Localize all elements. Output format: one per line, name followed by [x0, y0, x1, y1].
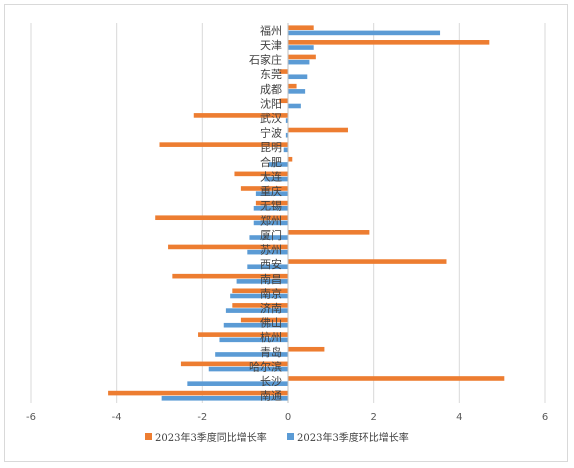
bar-qoq-1 [288, 45, 314, 50]
bar-qoq-25 [161, 395, 288, 401]
category-label-13: 郑州 [260, 213, 282, 227]
bar-yoy-0 [288, 25, 314, 31]
bar-yoy-17 [172, 273, 288, 279]
category-label-25: 南通 [260, 390, 282, 403]
category-label-20: 佛山 [260, 317, 282, 330]
category-label-6: 武汉 [260, 112, 282, 125]
bar-qoq-19 [225, 308, 288, 313]
bar-yoy-23 [180, 361, 288, 367]
category-label-14: 厦门 [260, 228, 282, 242]
bar-qoq-13 [253, 220, 288, 226]
x-tick-label-5: 4 [456, 412, 462, 423]
bar-yoy-24 [288, 376, 505, 381]
category-label-17: 南昌 [260, 273, 282, 286]
bar-yoy-18 [232, 288, 288, 294]
bar-qoq-11 [255, 191, 288, 196]
bar-yoy-16 [288, 259, 447, 264]
bar-chart: 福州天津石家庄东莞成都沈阳武汉宁波昆明合肥大连重庆无锡郑州厦门苏州西安南昌南京济… [26, 23, 548, 444]
category-label-9: 合肥 [260, 155, 282, 169]
x-tick-label-6: 6 [542, 412, 548, 423]
bar-yoy-15 [168, 244, 288, 250]
x-tick-label-0: -6 [26, 412, 36, 423]
category-label-23: 哈尔滨 [249, 359, 282, 373]
bar-qoq-21 [219, 337, 288, 343]
bar-yoy-19 [232, 303, 288, 308]
bar-yoy-6 [193, 113, 288, 118]
x-tick-label-2: -2 [197, 412, 207, 423]
bar-yoy-9 [288, 156, 293, 162]
bar-qoq-15 [247, 249, 288, 255]
x-tick-label-4: 2 [370, 412, 376, 423]
category-label-11: 重庆 [260, 184, 282, 198]
bar-qoq-8 [283, 147, 288, 153]
category-label-5: 沈阳 [260, 96, 282, 110]
bar-yoy-22 [288, 346, 325, 352]
bar-qoq-7 [285, 132, 288, 138]
category-label-2: 石家庄 [249, 53, 282, 67]
bar-qoq-5 [288, 103, 301, 109]
bar-qoq-2 [288, 59, 310, 65]
bar-yoy-12 [255, 200, 288, 206]
category-label-19: 济南 [260, 301, 282, 315]
bar-yoy-25 [108, 390, 288, 396]
bar-qoq-0 [288, 30, 441, 36]
bar-qoq-22 [215, 352, 288, 357]
bar-qoq-18 [230, 293, 288, 299]
category-label-12: 无锡 [260, 199, 282, 213]
bar-yoy-13 [155, 215, 288, 221]
bar-yoy-21 [198, 332, 288, 337]
bar-qoq-16 [247, 264, 288, 270]
x-tick-label-3: 0 [285, 412, 291, 423]
legend-swatch-1 [287, 433, 294, 440]
bar-qoq-9 [268, 162, 288, 167]
category-label-10: 大连 [260, 169, 282, 183]
category-label-0: 福州 [260, 23, 282, 37]
bar-yoy-3 [279, 69, 288, 74]
bar-qoq-12 [253, 205, 288, 211]
bar-qoq-14 [249, 235, 288, 240]
bar-yoy-4 [288, 83, 297, 89]
category-label-1: 天津 [260, 39, 282, 52]
category-label-8: 昆明 [260, 141, 282, 154]
category-label-22: 青岛 [260, 345, 282, 359]
category-label-4: 成都 [260, 83, 282, 96]
category-label-21: 杭州 [260, 330, 282, 344]
bar-qoq-23 [208, 366, 288, 372]
legend-swatch-0 [145, 433, 152, 440]
bar-yoy-20 [240, 317, 288, 323]
category-label-24: 长沙 [260, 375, 282, 388]
bar-yoy-1 [288, 40, 490, 45]
category-label-16: 西安 [260, 257, 282, 271]
bar-qoq-10 [264, 176, 288, 182]
category-label-3: 东莞 [260, 68, 282, 81]
bar-qoq-20 [223, 322, 288, 328]
chart-frame: 福州天津 石家庄 东莞成都 沈阳武汉 宁波 昆明 合肥 大连 重庆 无锡 郑州 厦门苏州 西安南昌 南京济… [4, 4, 568, 462]
bar-yoy-7 [288, 127, 348, 133]
category-label-7: 宁波 [260, 126, 282, 140]
bar-yoy-8 [159, 142, 288, 147]
category-label-15: 苏州 [260, 244, 282, 257]
bar-yoy-2 [288, 54, 316, 60]
legend-label-0: 2023年3季度同比增长率 [155, 431, 267, 444]
bar-qoq-4 [288, 89, 306, 94]
bar-qoq-3 [288, 74, 308, 80]
category-label-18: 南京 [260, 286, 282, 300]
bar-yoy-5 [279, 98, 288, 104]
bar-yoy-10 [234, 171, 288, 177]
bar-yoy-11 [240, 186, 288, 191]
bar-qoq-6 [285, 118, 288, 123]
x-tick-label-1: -4 [112, 412, 122, 423]
bar-qoq-24 [187, 381, 288, 386]
bar-yoy-14 [288, 230, 370, 235]
bar-qoq-17 [236, 279, 288, 284]
legend-label-1: 2023年3季度环比增长率 [297, 431, 409, 444]
